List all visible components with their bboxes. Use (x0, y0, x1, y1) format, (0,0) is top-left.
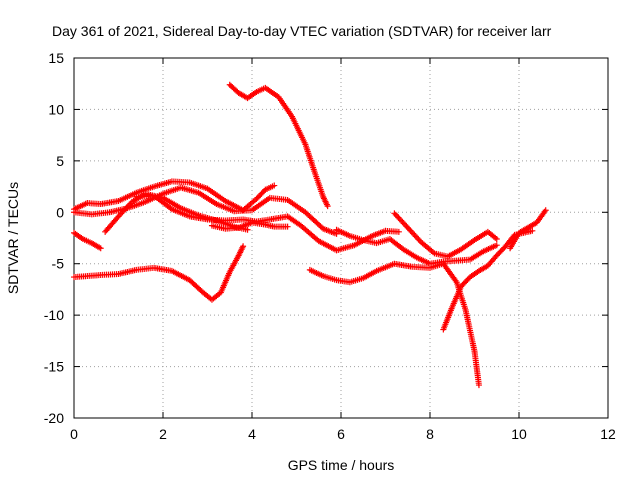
data-point (324, 203, 331, 210)
series-arc-9 (306, 260, 482, 389)
data-point (271, 182, 278, 189)
series-arc-10 (333, 226, 500, 267)
data-point (284, 223, 291, 230)
data-points (71, 81, 549, 389)
data-point (529, 227, 536, 234)
data-point (395, 228, 402, 235)
axis-ticks: 0 2 4 6 8 10 12 15 10 5 0 -5 -10 -15 -20 (44, 50, 616, 442)
x-tick-label: 10 (511, 426, 527, 442)
x-tick-label: 12 (600, 426, 616, 442)
series-arc-7 (208, 219, 291, 232)
data-point (493, 242, 500, 249)
x-tick-label: 6 (337, 426, 345, 442)
data-point (493, 236, 500, 243)
series-arc-1 (71, 229, 104, 252)
y-tick-label: 0 (56, 204, 64, 220)
x-tick-label: 2 (159, 426, 167, 442)
data-point (318, 224, 325, 231)
series-arc-11 (391, 210, 500, 260)
series-arc-13 (507, 207, 549, 252)
y-tick-label: 5 (56, 153, 64, 169)
data-point (475, 382, 482, 389)
y-tick-label: -15 (44, 359, 64, 375)
y-tick-label: -20 (44, 410, 64, 426)
x-tick-label: 4 (248, 426, 256, 442)
series-arc-3 (71, 178, 278, 214)
data-point (261, 187, 268, 194)
chart-title: Day 361 of 2021, Sidereal Day-to-day VTE… (52, 23, 552, 39)
y-tick-label: 10 (48, 101, 64, 117)
data-point (244, 226, 251, 233)
y-tick-label: 15 (48, 50, 64, 66)
x-tick-label: 0 (70, 426, 78, 442)
grid-lines (74, 58, 608, 418)
data-point (97, 245, 104, 252)
x-axis-label: GPS time / hours (288, 457, 395, 473)
series-arc-6 (133, 192, 402, 254)
series-arc-2 (71, 243, 247, 303)
y-tick-label: -5 (52, 256, 65, 272)
y-axis-label: SDTVAR / TECUs (5, 182, 21, 294)
x-tick-label: 8 (426, 426, 434, 442)
series-arc-8 (226, 81, 331, 210)
data-point (542, 207, 549, 214)
data-point (240, 243, 247, 250)
y-tick-label: -10 (44, 307, 64, 323)
